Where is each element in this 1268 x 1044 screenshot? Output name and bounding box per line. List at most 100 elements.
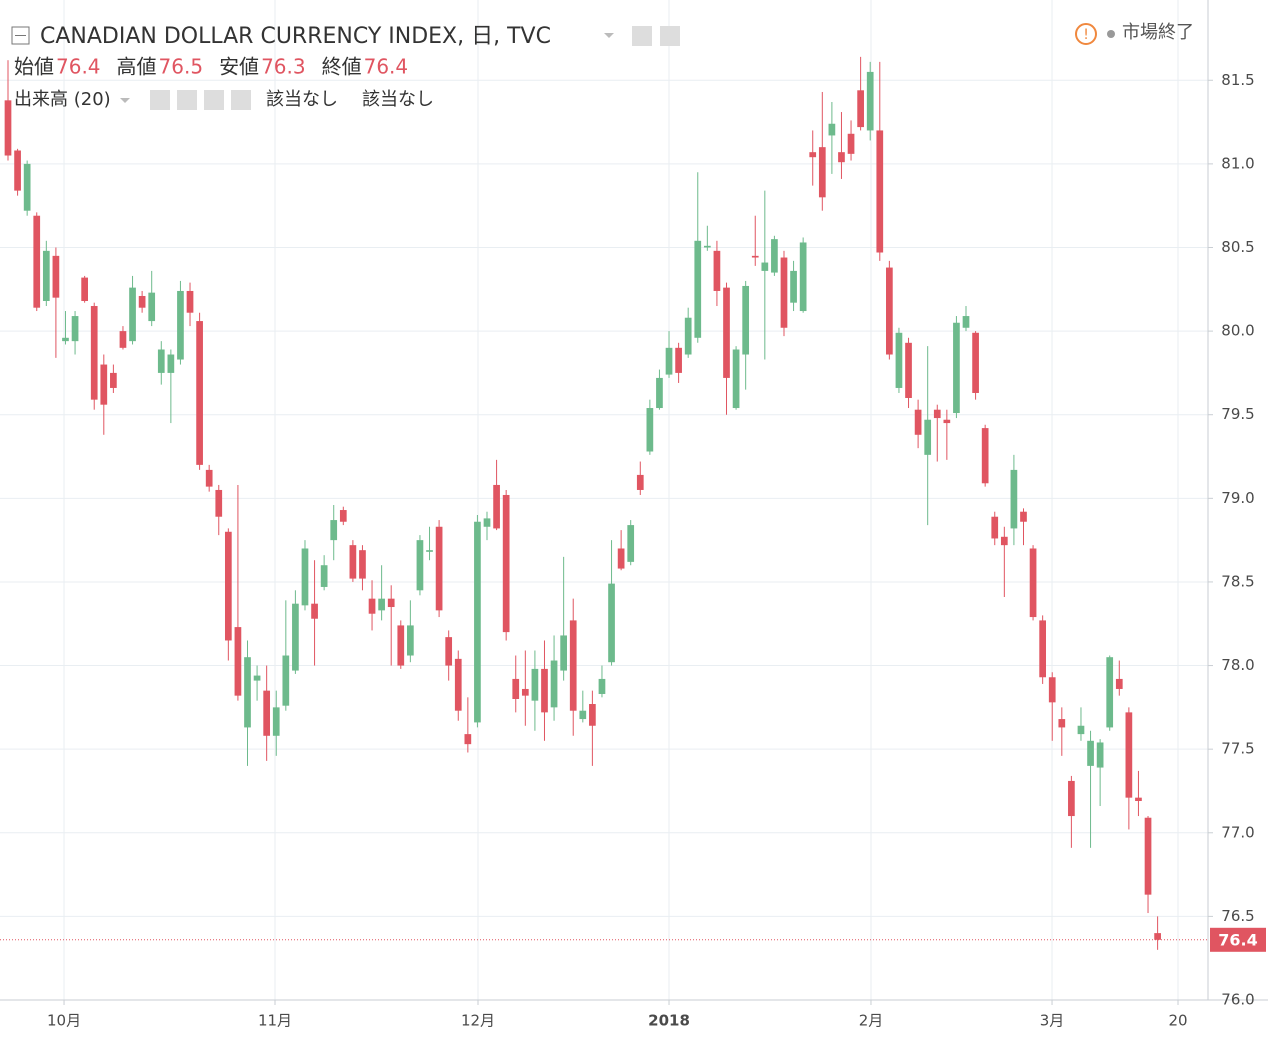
chart-title: CANADIAN DOLLAR CURRENCY INDEX, 日, TVC <box>40 24 551 49</box>
candle-body <box>397 625 405 666</box>
candle-body <box>62 337 69 342</box>
candle-body <box>301 548 309 606</box>
y-tick-label: 80.0 <box>1221 322 1254 340</box>
candle-body <box>129 287 136 342</box>
candle-body <box>512 678 520 699</box>
candle-body <box>90 306 98 400</box>
candle-body <box>608 583 615 663</box>
y-tick-label: 78.0 <box>1221 656 1254 674</box>
candle-body <box>809 152 817 158</box>
candle-body <box>177 290 184 360</box>
candle-body <box>751 255 759 258</box>
candle-body <box>589 704 596 726</box>
candle-body <box>1135 797 1142 802</box>
dropdown-icon[interactable] <box>120 98 130 103</box>
candle-body <box>1096 742 1104 768</box>
candle-body <box>378 598 385 611</box>
candle-body <box>416 540 424 591</box>
candle-body <box>445 637 453 666</box>
candle-body <box>320 565 328 587</box>
x-tick-label: 12月 <box>461 1012 495 1030</box>
candle-body <box>761 262 769 271</box>
y-tick-label: 77.5 <box>1221 740 1254 758</box>
ohlc-value: 76.4 <box>364 55 409 79</box>
candle-body <box>924 419 932 455</box>
candle-body <box>215 489 223 517</box>
candle-body <box>407 625 414 656</box>
candle-body <box>1087 740 1094 766</box>
warning-icon[interactable] <box>1075 23 1097 45</box>
candle-body <box>81 277 88 302</box>
candle-body <box>1115 678 1123 689</box>
candle-body <box>838 152 845 163</box>
candle-body <box>1058 719 1066 728</box>
close-icon[interactable] <box>231 90 251 110</box>
x-tick-label: 20 <box>1168 1012 1187 1030</box>
candle-body <box>866 71 874 131</box>
candle-body <box>253 675 261 681</box>
collapse-icon[interactable] <box>11 26 30 45</box>
candle-body <box>876 130 884 253</box>
eye-icon[interactable] <box>150 90 170 110</box>
candle-body <box>943 419 951 424</box>
y-tick-label: 78.5 <box>1221 572 1254 590</box>
candle-body <box>483 518 491 527</box>
y-tick-label: 79.0 <box>1221 489 1254 507</box>
volume-value: 該当なし <box>266 89 338 110</box>
candle-body <box>828 123 836 136</box>
candle-body <box>1106 657 1114 728</box>
candle-body <box>23 163 31 211</box>
candle-body <box>780 257 788 328</box>
candle-body <box>684 317 692 355</box>
candle-body <box>771 239 778 273</box>
candle-body <box>914 409 922 435</box>
y-tick-label: 81.5 <box>1221 71 1254 89</box>
candle-body <box>186 290 194 313</box>
dropdown-icon[interactable] <box>604 33 614 38</box>
candle-body <box>847 133 855 154</box>
candle-body <box>569 620 577 711</box>
candle-body <box>617 548 625 569</box>
candle-body <box>292 603 299 671</box>
axes: 76.0 76.5 77.0 77.5 78.0 78.5 79.0 79.5 80.0 80.5… <box>47 71 1266 1030</box>
candle-body <box>42 250 50 302</box>
candle-body <box>52 255 60 298</box>
candle-body <box>1144 817 1152 895</box>
candle-body <box>100 364 108 405</box>
candle-body <box>742 285 750 355</box>
candle-body <box>521 688 529 696</box>
candle-body <box>196 321 203 465</box>
candle-body <box>656 377 663 409</box>
candle-body <box>694 240 702 338</box>
candle-body <box>895 332 903 388</box>
candle-body <box>962 316 970 328</box>
candle-body <box>1020 511 1027 522</box>
candle-body <box>541 668 548 713</box>
candle-body <box>359 550 366 579</box>
candle-body <box>339 510 347 522</box>
candle-body <box>272 707 280 736</box>
candle-body <box>387 598 395 608</box>
candle-body <box>157 349 165 373</box>
candle-body <box>636 474 644 490</box>
x-tick-label: 3月 <box>1040 1012 1065 1030</box>
candle-body <box>426 550 433 552</box>
candle-body <box>818 147 826 198</box>
settings-icon[interactable] <box>177 90 197 110</box>
candle-body <box>502 494 510 633</box>
candle-body <box>560 635 567 671</box>
ohlc-value: 76.5 <box>159 55 204 79</box>
candle-body <box>119 331 127 348</box>
candle-body <box>244 657 251 728</box>
ohlc-value: 76.3 <box>261 55 306 79</box>
last-price-box <box>1210 927 1266 952</box>
ohlc-label: 終値 <box>322 55 362 79</box>
eye-icon[interactable] <box>632 26 652 46</box>
candle-body <box>167 354 175 373</box>
add-icon[interactable] <box>204 90 224 110</box>
candle-body <box>799 242 807 312</box>
candle-body <box>886 267 893 355</box>
settings-icon[interactable] <box>660 26 680 46</box>
warning-mark: ! <box>1083 27 1089 43</box>
